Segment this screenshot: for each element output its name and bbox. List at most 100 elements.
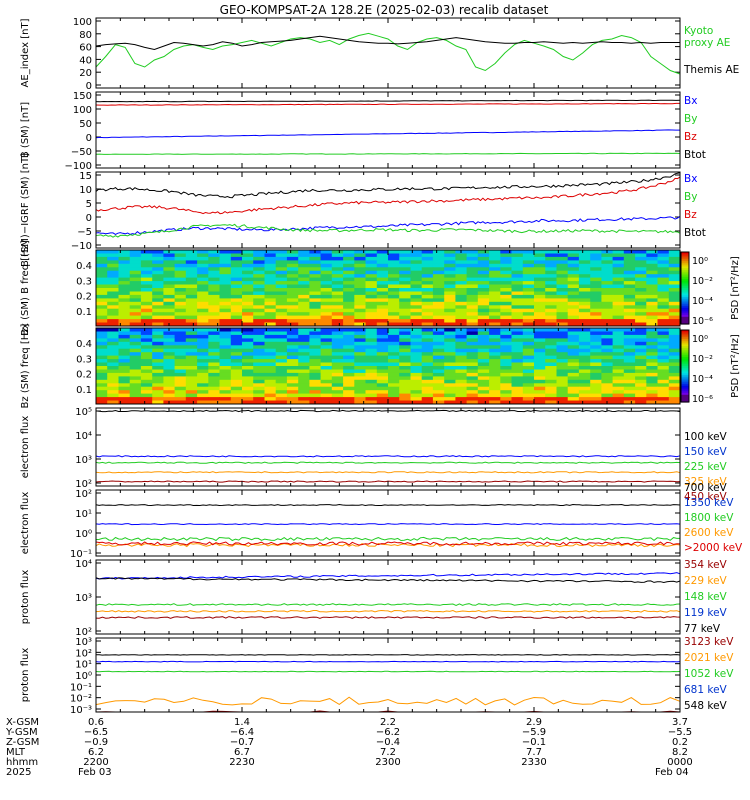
heatmap-cell — [253, 355, 265, 360]
heatmap-cell — [242, 334, 254, 339]
heatmap-cell — [500, 270, 512, 275]
heatmap-cell — [534, 260, 546, 265]
heatmap-cell — [152, 315, 164, 320]
heatmap-cell — [567, 334, 580, 339]
heatmap-cell — [432, 352, 445, 357]
colorbar-label: PSD [nT²/Hz] — [730, 334, 741, 398]
heatmap-cell — [399, 256, 411, 261]
heatmap-cell — [534, 390, 546, 395]
heatmap-cell — [623, 334, 636, 339]
heatmap-cell — [635, 277, 647, 282]
heatmap-cell — [444, 355, 456, 360]
y-tick-label: 0 — [86, 133, 92, 144]
heatmap-cell — [432, 281, 445, 286]
heatmap-cell — [343, 288, 355, 292]
heatmap-cell — [590, 355, 602, 360]
heatmap-cell — [129, 305, 142, 310]
heatmap-cell — [118, 390, 131, 395]
heatmap-cell — [331, 383, 344, 388]
heatmap-cell — [174, 260, 187, 265]
heatmap-cell — [309, 277, 322, 282]
heatmap-cell — [500, 291, 512, 296]
heatmap-cell — [444, 341, 456, 346]
heatmap-cell — [197, 319, 209, 324]
heatmap-cell — [286, 359, 299, 364]
heatmap-cell — [388, 345, 400, 350]
heatmap-cell — [107, 267, 119, 272]
heatmap-cell — [197, 348, 209, 353]
heatmap-cell — [545, 328, 557, 332]
heatmap-cell — [242, 366, 254, 370]
heatmap-cell — [230, 328, 243, 332]
heatmap-cell — [197, 274, 209, 279]
heatmap-cell — [388, 277, 400, 282]
heatmap-cell — [545, 315, 557, 320]
y-axis-label-eflux2: electron flux — [20, 492, 31, 555]
heatmap-cell — [500, 359, 512, 364]
heatmap-cell — [96, 294, 108, 299]
heatmap-cell — [635, 270, 647, 275]
heatmap-cell — [185, 253, 198, 258]
heatmap-cell — [388, 348, 400, 353]
y-axis-label-bxpsd: Bx (SM) B freq [Hz] — [20, 240, 31, 336]
heatmap-cell — [489, 379, 501, 384]
heatmap-cell — [534, 291, 546, 296]
heatmap-cell — [320, 369, 333, 374]
heatmap-cell — [343, 390, 355, 395]
heatmap-cell — [152, 393, 164, 398]
heatmap-cell — [455, 369, 468, 374]
series-line-bx — [95, 215, 681, 235]
heatmap-cell — [197, 301, 209, 306]
heatmap-cell — [197, 345, 209, 350]
heatmap-cell — [286, 281, 299, 286]
heatmap-cell — [174, 312, 187, 317]
heatmap-cell — [365, 294, 378, 299]
heatmap-cell — [331, 288, 344, 292]
heatmap-cell — [343, 305, 355, 310]
heatmap-cell — [578, 270, 591, 275]
heatmap-cell — [455, 386, 468, 391]
heatmap-cell — [219, 315, 232, 320]
heatmap-cell — [163, 281, 176, 286]
heatmap-cell — [275, 338, 288, 343]
heatmap-cell — [275, 281, 288, 286]
heatmap-cell — [354, 253, 366, 258]
heatmap-cell — [107, 369, 119, 374]
heatmap-cell — [174, 298, 187, 303]
heatmap-cell — [455, 263, 468, 268]
heatmap-cell — [275, 319, 288, 324]
y-tick-label: 20 — [79, 68, 92, 79]
heatmap-cell — [286, 352, 299, 357]
heatmap-cell — [242, 250, 254, 254]
heatmap-cell — [601, 305, 614, 310]
heatmap-cell — [331, 341, 344, 346]
x-axis-value: 0000 — [667, 757, 692, 768]
heatmap-cell — [275, 359, 288, 364]
heatmap-cell — [432, 383, 445, 388]
heatmap-cell — [534, 308, 546, 313]
heatmap-cell — [489, 253, 501, 258]
heatmap-cell — [455, 274, 468, 279]
heatmap-cell — [208, 291, 220, 296]
heatmap-cell — [432, 322, 445, 327]
heatmap-cell — [590, 260, 602, 265]
heatmap-cell — [197, 260, 209, 265]
heatmap-cell — [219, 341, 232, 346]
heatmap-cell — [477, 362, 490, 367]
heatmap-cell — [242, 263, 254, 268]
heatmap-cell — [331, 263, 344, 268]
heatmap-cell — [286, 348, 299, 353]
heatmap-cell — [410, 352, 423, 357]
heatmap-cell — [96, 376, 108, 381]
heatmap-cell — [590, 308, 602, 313]
heatmap-cell — [388, 352, 400, 357]
heatmap-cell — [500, 298, 512, 303]
heatmap-cell — [264, 393, 277, 398]
heatmap-cell — [129, 277, 142, 282]
heatmap-cell — [286, 305, 299, 310]
heatmap-cell — [230, 312, 243, 317]
heatmap-cell — [399, 355, 411, 360]
heatmap-cell — [410, 345, 423, 350]
heatmap-cell — [185, 376, 198, 381]
